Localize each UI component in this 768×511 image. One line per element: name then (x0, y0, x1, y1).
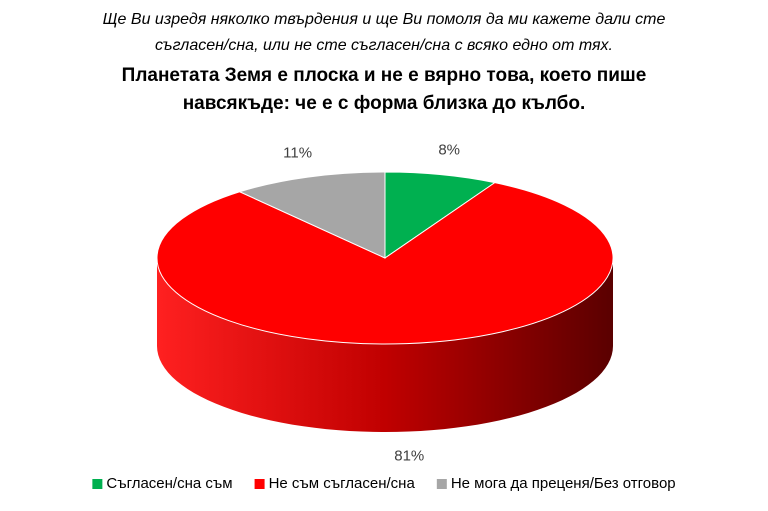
chart-title: Планетата Земя е плоска и не е вярно тов… (122, 65, 647, 86)
chart-title: навсякъде: че е с форма близка до кълбо. (183, 93, 586, 114)
slice-side (157, 258, 613, 432)
data-label: 11% (283, 145, 312, 162)
slice (384, 171, 497, 259)
subtitle: Ще Ви изредя няколко твърдения и ще Ви п… (103, 11, 666, 28)
slice (238, 171, 386, 259)
legend-label: Не съм съгласен/сна (269, 475, 416, 492)
legend-swatch (92, 479, 103, 489)
data-label: 81% (394, 447, 424, 464)
slice (156, 182, 614, 345)
legend-label: Съгласен/сна съм (106, 475, 232, 492)
data-label: 8% (438, 141, 460, 158)
subtitle: съгласен/сна, или не сте съгласен/сна с … (155, 37, 613, 54)
legend-label: Не мога да преценя/Без отговор (451, 475, 676, 492)
legend-swatch (254, 479, 265, 489)
legend-swatch (436, 479, 447, 489)
